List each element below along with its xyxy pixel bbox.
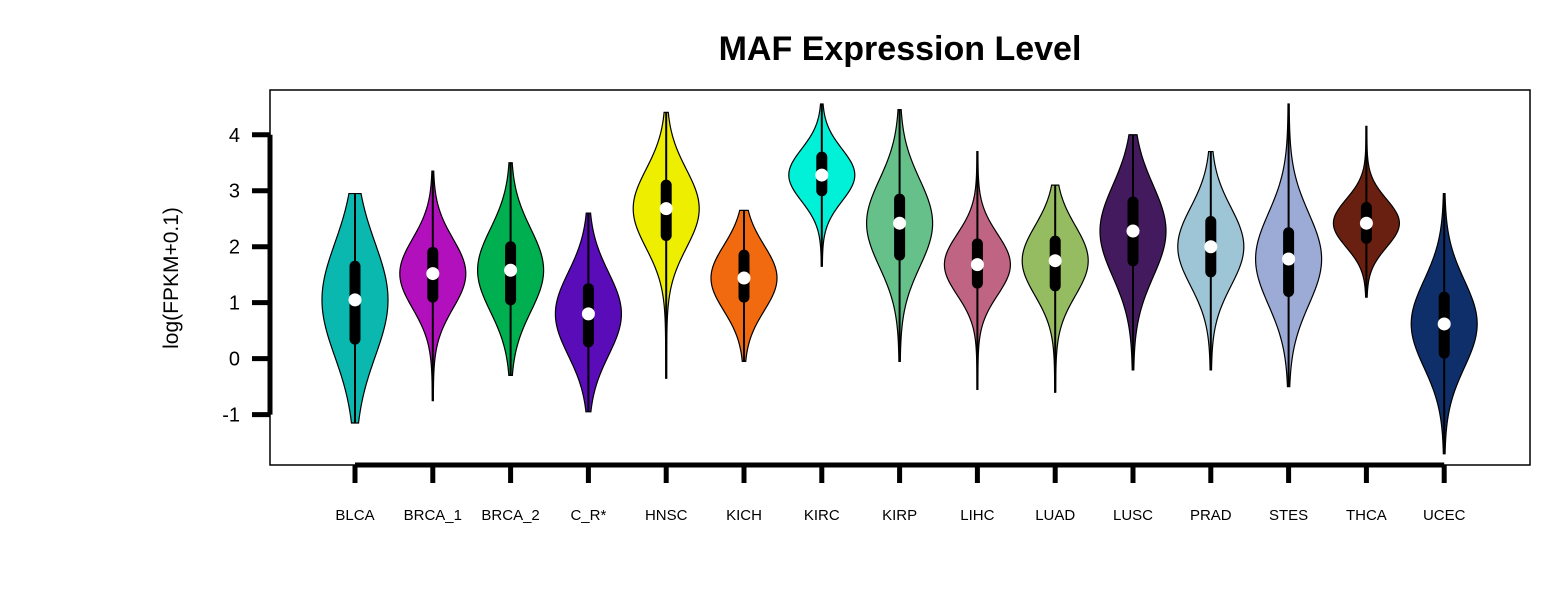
violin-PRAD [1177, 150, 1245, 371]
violin-median-point [348, 293, 362, 307]
x-tick-label: BRCA_2 [481, 507, 539, 524]
violin-median-point [1359, 216, 1373, 230]
violin-C_R* [554, 212, 622, 413]
x-tick-label: LIHC [960, 507, 994, 524]
violin-KICH [710, 209, 778, 363]
x-tick-label: PRAD [1190, 507, 1232, 524]
violin-median-point [1126, 224, 1140, 238]
x-tick-label: STES [1269, 507, 1308, 524]
x-tick-label: C_R* [570, 507, 606, 524]
violin-LUAD [1021, 184, 1089, 393]
violins [321, 103, 1478, 455]
violin-median-point [815, 168, 829, 182]
x-tick-label: BLCA [335, 507, 374, 524]
violin-median-point [737, 271, 751, 285]
violin-median-point [426, 267, 440, 281]
violin-THCA [1332, 125, 1401, 298]
violin-median-point [1048, 254, 1062, 268]
x-tick-label: KICH [726, 507, 762, 524]
violin-median-point [970, 258, 984, 272]
violin-LIHC [943, 150, 1012, 391]
y-tick-label: 1 [229, 293, 240, 315]
violin-median-point [504, 263, 518, 277]
y-tick-label: 4 [229, 125, 240, 147]
x-tick-label: LUAD [1035, 507, 1075, 524]
y-axis-label: log(FPKM+0.1) [160, 207, 183, 349]
violin-median-point [581, 307, 595, 321]
violin-median-point [659, 202, 673, 216]
violin-BRCA_2 [476, 162, 545, 377]
y-tick-label: -1 [222, 405, 240, 427]
violin-median-point [1282, 252, 1296, 266]
violin-BRCA_1 [399, 170, 467, 402]
x-tick-label: UCEC [1423, 507, 1466, 524]
y-axis: -1 0 1 2 3 4 [222, 125, 273, 427]
x-tick-label: KIRP [882, 507, 917, 524]
violin-HNSC [632, 111, 700, 379]
violin-median-point [1437, 317, 1451, 331]
violin-KIRP [865, 108, 934, 363]
violin-STES [1254, 103, 1323, 388]
x-tick-label: HNSC [645, 507, 688, 524]
y-tick-label: 0 [229, 349, 240, 371]
violin-UCEC [1410, 192, 1478, 455]
violin-KIRC [788, 103, 856, 267]
violin-median-point [893, 216, 907, 230]
x-tick-label: THCA [1346, 507, 1387, 524]
violin-BLCA [321, 192, 389, 424]
violin-median-point [1204, 240, 1218, 254]
x-tick-label: BRCA_1 [404, 507, 462, 524]
x-axis: BLCA BRCA_1 BRCA_2 C_R* HNSC KICH KIRC KIRP LIHC… [335, 462, 1466, 524]
violin-LUSC [1099, 134, 1167, 371]
x-tick-label: LUSC [1113, 507, 1153, 524]
y-tick-label: 2 [229, 237, 240, 259]
chart-title: MAF Expression Level [719, 30, 1082, 68]
y-tick-label: 3 [229, 181, 240, 203]
x-tick-label: KIRC [804, 507, 840, 524]
